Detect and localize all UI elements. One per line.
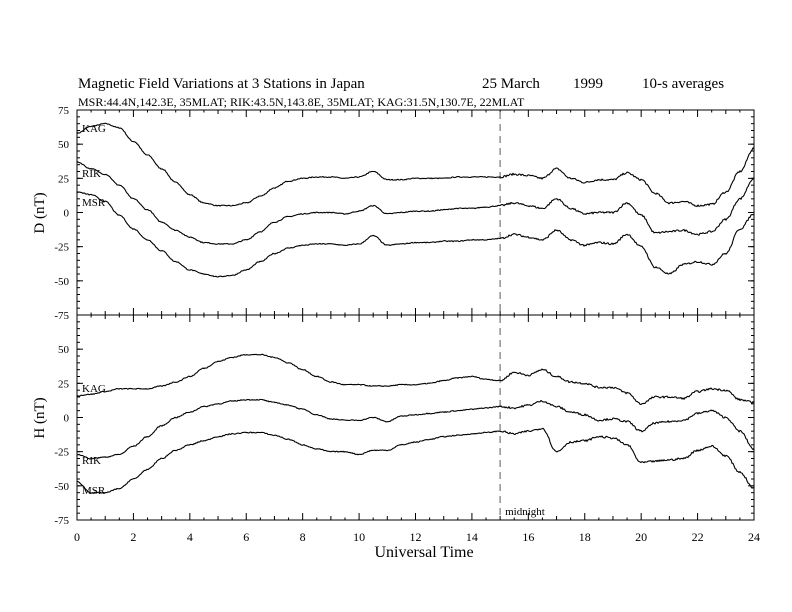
y-tick-label: 50 <box>58 344 70 356</box>
series-line-kag-d <box>76 122 755 208</box>
bottom-panel-frame <box>76 314 755 521</box>
y-tick-label: -75 <box>54 310 69 322</box>
y-tick-label: 25 <box>58 378 70 390</box>
x-tick-label: 16 <box>522 530 534 544</box>
x-tick-label: 24 <box>748 530 760 544</box>
top-series-label-rik: RIK <box>82 168 101 180</box>
midnight-label: midnight <box>505 506 545 518</box>
bottom-series-label-msr: MSR <box>82 485 106 497</box>
bottom-series-label-rik: RIK <box>82 455 101 467</box>
series-line-msr-d <box>76 191 755 278</box>
y-tick-label: -75 <box>54 515 69 527</box>
chart-title: Magnetic Field Variations at 3 Stations … <box>78 76 365 92</box>
top-series-label-kag: KAG <box>82 123 106 135</box>
x-tick-label: 4 <box>187 530 193 544</box>
series-line-kag-h <box>76 353 755 405</box>
y-tick-label: 25 <box>58 173 70 185</box>
data-traces <box>76 122 755 494</box>
chart-stations-line: MSR:44.4N,142.3E, 35MLAT; RIK:43.5N,143.… <box>78 95 525 109</box>
x-tick-label: 14 <box>466 530 478 544</box>
series-line-rik-d <box>76 161 755 245</box>
xlabel: Universal Time <box>374 544 473 561</box>
chart-date: 25 March <box>482 76 540 92</box>
y-tick-label: -50 <box>54 276 69 288</box>
y-tick-label: -25 <box>54 447 69 459</box>
x-tick-label: 22 <box>692 530 704 544</box>
top-ylabel: D (nT) <box>32 192 48 233</box>
x-tick-label: 0 <box>74 530 80 544</box>
y-tick-label: 50 <box>58 139 70 151</box>
x-tick-label: 12 <box>410 530 422 544</box>
series-line-rik-h <box>76 398 755 460</box>
top-series-label-msr: MSR <box>82 197 106 209</box>
y-tick-label: 75 <box>58 105 70 117</box>
chart-year: 1999 <box>573 76 603 92</box>
x-tick-label: 10 <box>353 530 365 544</box>
x-tick-label: 18 <box>579 530 591 544</box>
bottom-series-label-kag: KAG <box>82 383 106 395</box>
y-tick-label: 0 <box>64 208 70 220</box>
top-panel-frame <box>76 109 755 316</box>
y-tick-label: -25 <box>54 242 69 254</box>
series-line-msr-h <box>76 427 755 494</box>
x-tick-label: 8 <box>300 530 306 544</box>
x-tick-label: 20 <box>635 530 647 544</box>
y-tick-label: 0 <box>64 413 70 425</box>
x-tick-label: 2 <box>130 530 136 544</box>
bottom-ylabel: H (nT) <box>32 397 48 438</box>
x-tick-label: 6 <box>243 530 249 544</box>
chart-averaging: 10-s averages <box>642 76 724 92</box>
y-tick-label: -50 <box>54 481 69 493</box>
